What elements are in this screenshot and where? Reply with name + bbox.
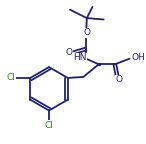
Text: O: O	[83, 28, 90, 37]
Text: O: O	[66, 48, 73, 57]
Text: Cl: Cl	[7, 73, 16, 83]
Text: Cl: Cl	[45, 121, 53, 130]
Text: HN: HN	[73, 54, 87, 62]
Text: OH: OH	[132, 54, 145, 62]
Text: O: O	[115, 75, 122, 84]
